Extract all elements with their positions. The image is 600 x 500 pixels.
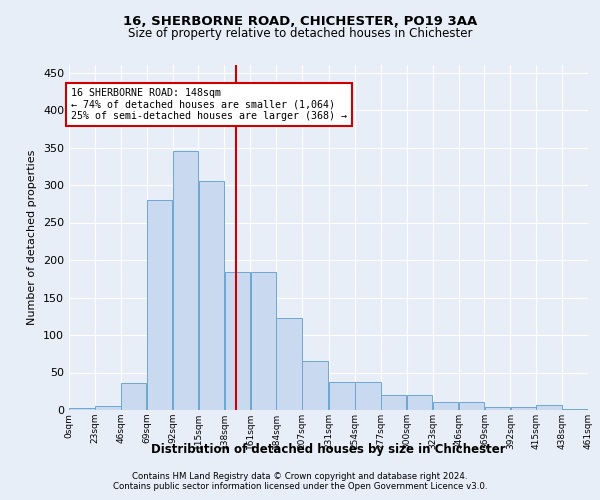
Bar bbox=[95, 406, 121, 410]
Bar bbox=[355, 382, 380, 410]
Bar bbox=[147, 200, 172, 410]
Bar bbox=[381, 395, 406, 410]
Text: Contains HM Land Registry data © Crown copyright and database right 2024.: Contains HM Land Registry data © Crown c… bbox=[132, 472, 468, 481]
Bar bbox=[459, 402, 484, 410]
Bar bbox=[511, 407, 536, 410]
Bar bbox=[562, 408, 588, 410]
Bar bbox=[329, 382, 355, 410]
Bar bbox=[224, 272, 250, 410]
Bar bbox=[407, 395, 433, 410]
Bar bbox=[121, 383, 146, 410]
Bar bbox=[173, 150, 198, 410]
Bar bbox=[302, 361, 328, 410]
Text: 16 SHERBORNE ROAD: 148sqm
← 74% of detached houses are smaller (1,064)
25% of se: 16 SHERBORNE ROAD: 148sqm ← 74% of detac… bbox=[71, 88, 347, 120]
Text: Distribution of detached houses by size in Chichester: Distribution of detached houses by size … bbox=[151, 442, 506, 456]
Text: Contains public sector information licensed under the Open Government Licence v3: Contains public sector information licen… bbox=[113, 482, 487, 491]
Bar bbox=[199, 181, 224, 410]
Bar bbox=[433, 402, 458, 410]
Text: Size of property relative to detached houses in Chichester: Size of property relative to detached ho… bbox=[128, 28, 472, 40]
Bar bbox=[277, 318, 302, 410]
Bar bbox=[69, 408, 95, 410]
Text: 16, SHERBORNE ROAD, CHICHESTER, PO19 3AA: 16, SHERBORNE ROAD, CHICHESTER, PO19 3AA bbox=[123, 15, 477, 28]
Bar bbox=[251, 272, 276, 410]
Y-axis label: Number of detached properties: Number of detached properties bbox=[28, 150, 37, 325]
Bar bbox=[485, 407, 510, 410]
Bar bbox=[536, 405, 562, 410]
